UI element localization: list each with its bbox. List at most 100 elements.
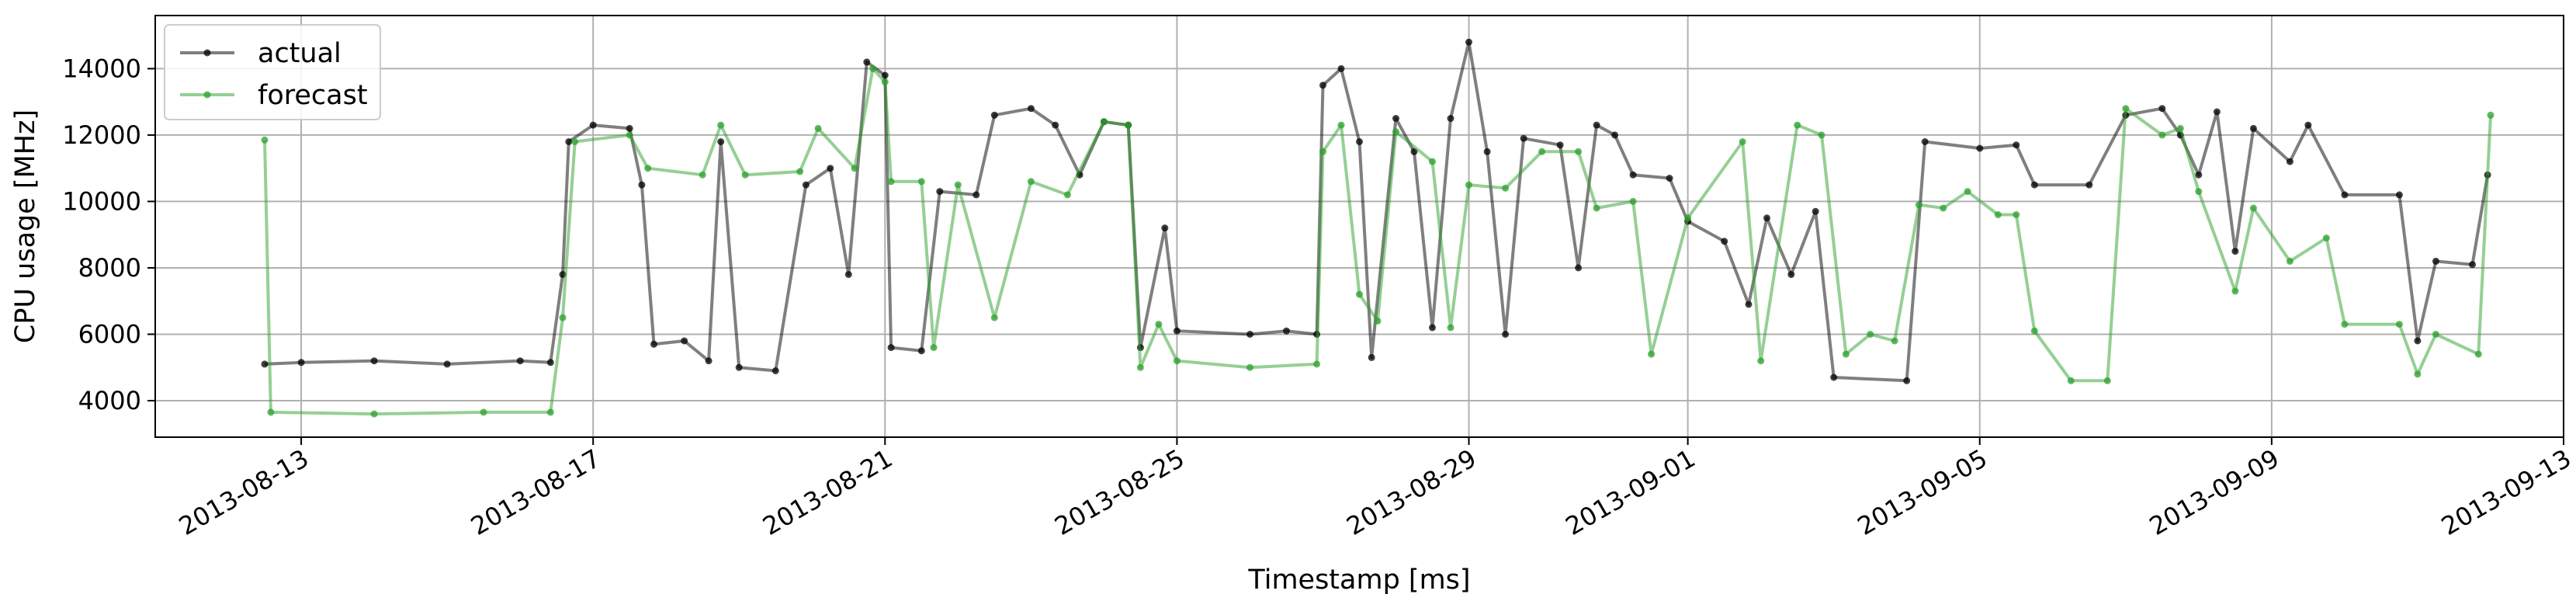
data-point-actual xyxy=(802,181,810,189)
data-point-actual xyxy=(650,340,657,348)
data-point-actual xyxy=(1976,144,1984,152)
y-tick-label: 14000 xyxy=(62,54,141,83)
data-point-actual xyxy=(1246,331,1253,338)
x-tick-label: 2013-08-21 xyxy=(758,443,897,541)
data-point-actual xyxy=(2432,257,2439,265)
data-point-actual xyxy=(863,58,871,66)
series-forecast xyxy=(261,64,2495,418)
data-point-actual xyxy=(297,359,305,367)
x-tick-label: 2013-08-29 xyxy=(1341,443,1481,541)
data-point-forecast xyxy=(1173,357,1181,365)
data-point-forecast xyxy=(887,178,895,186)
data-point-forecast xyxy=(1629,197,1637,205)
x-axis-ticks: 2013-08-13 2013-08-17 2013-08-21 2013-08-25… xyxy=(174,437,2576,541)
data-point-actual xyxy=(1812,207,1819,215)
data-point-forecast xyxy=(1757,357,1765,365)
data-point-forecast xyxy=(261,136,269,144)
data-point-actual xyxy=(1368,353,1375,361)
data-point-forecast xyxy=(1027,178,1035,186)
series-lines xyxy=(261,38,2495,418)
data-point-forecast xyxy=(1891,337,1898,345)
data-point-forecast xyxy=(917,178,925,186)
legend: actual forecast xyxy=(164,24,381,120)
data-point-actual xyxy=(516,357,524,365)
data-point-forecast xyxy=(2474,350,2482,358)
data-point-forecast xyxy=(2013,211,2020,218)
data-point-actual xyxy=(2030,181,2038,189)
data-point-actual xyxy=(881,71,889,79)
data-point-actual xyxy=(1356,138,1363,145)
data-point-forecast xyxy=(717,121,725,129)
data-point-forecast xyxy=(2487,111,2495,119)
data-point-actual xyxy=(1787,271,1795,278)
data-point-actual xyxy=(638,181,646,189)
data-point-actual xyxy=(2213,108,2221,116)
data-point-actual xyxy=(917,347,925,355)
data-point-actual xyxy=(1763,214,1770,222)
data-point-forecast xyxy=(814,124,822,132)
data-point-actual xyxy=(1027,105,1035,113)
data-point-forecast xyxy=(2195,188,2203,196)
x-tick-label: 2013-09-13 xyxy=(2436,443,2576,541)
data-point-actual xyxy=(261,360,269,368)
data-point-forecast xyxy=(1313,360,1321,368)
x-tick-label: 2013-09-05 xyxy=(1853,443,1992,541)
data-point-forecast xyxy=(2395,321,2403,328)
data-point-forecast xyxy=(2322,235,2330,241)
data-point-forecast xyxy=(1063,191,1071,199)
data-point-forecast xyxy=(644,165,652,172)
data-point-forecast xyxy=(1867,331,1874,338)
data-point-actual xyxy=(1429,324,1436,332)
data-point-forecast xyxy=(571,138,579,145)
data-point-forecast xyxy=(2432,331,2439,338)
data-point-forecast xyxy=(1940,204,1947,212)
data-point-forecast xyxy=(1964,188,1971,196)
y-tick-label: 4000 xyxy=(78,386,141,415)
data-point-actual xyxy=(1520,134,1527,142)
data-point-actual xyxy=(1575,264,1583,272)
data-point-actual xyxy=(1666,175,1673,182)
data-point-forecast xyxy=(1429,158,1436,165)
data-point-forecast xyxy=(1465,181,1472,189)
data-point-forecast xyxy=(699,171,706,179)
data-point-actual xyxy=(2395,191,2403,199)
data-point-forecast xyxy=(267,408,275,416)
data-point-actual xyxy=(1903,377,1911,384)
data-point-actual xyxy=(771,367,779,374)
data-point-forecast xyxy=(741,171,749,179)
data-point-forecast xyxy=(2030,327,2038,335)
data-point-forecast xyxy=(930,344,938,352)
data-point-actual xyxy=(936,188,944,196)
x-tick-label: 2013-09-01 xyxy=(1561,443,1701,541)
data-point-actual xyxy=(717,138,725,145)
data-point-actual xyxy=(1392,115,1399,122)
data-point-actual xyxy=(827,165,834,172)
data-point-actual xyxy=(546,359,554,367)
data-point-actual xyxy=(990,111,998,119)
data-point-forecast xyxy=(2341,321,2349,328)
data-point-forecast xyxy=(851,165,858,172)
data-point-forecast xyxy=(1374,317,1382,325)
data-point-forecast xyxy=(480,408,487,416)
data-point-forecast xyxy=(1125,121,1132,129)
legend-marker-forecast xyxy=(203,91,211,99)
data-point-forecast xyxy=(546,408,554,416)
data-point-forecast xyxy=(1155,321,1163,328)
data-point-actual xyxy=(1283,327,1290,335)
data-point-actual xyxy=(1611,131,1619,139)
data-point-forecast xyxy=(2249,204,2257,212)
data-point-actual xyxy=(1593,121,1600,129)
data-point-forecast xyxy=(1739,138,1746,145)
data-point-forecast xyxy=(1818,131,1825,139)
data-point-forecast xyxy=(1337,121,1345,129)
data-point-actual xyxy=(2249,124,2257,132)
y-tick-label: 6000 xyxy=(78,319,141,349)
data-point-actual xyxy=(735,363,743,371)
legend-label-actual: actual xyxy=(258,38,342,69)
data-point-forecast xyxy=(1994,211,2002,218)
x-tick-label: 2013-08-13 xyxy=(174,443,314,541)
data-point-actual xyxy=(2195,171,2203,179)
data-point-forecast xyxy=(1794,121,1801,129)
data-point-forecast xyxy=(370,410,378,418)
data-point-actual xyxy=(1745,301,1753,308)
